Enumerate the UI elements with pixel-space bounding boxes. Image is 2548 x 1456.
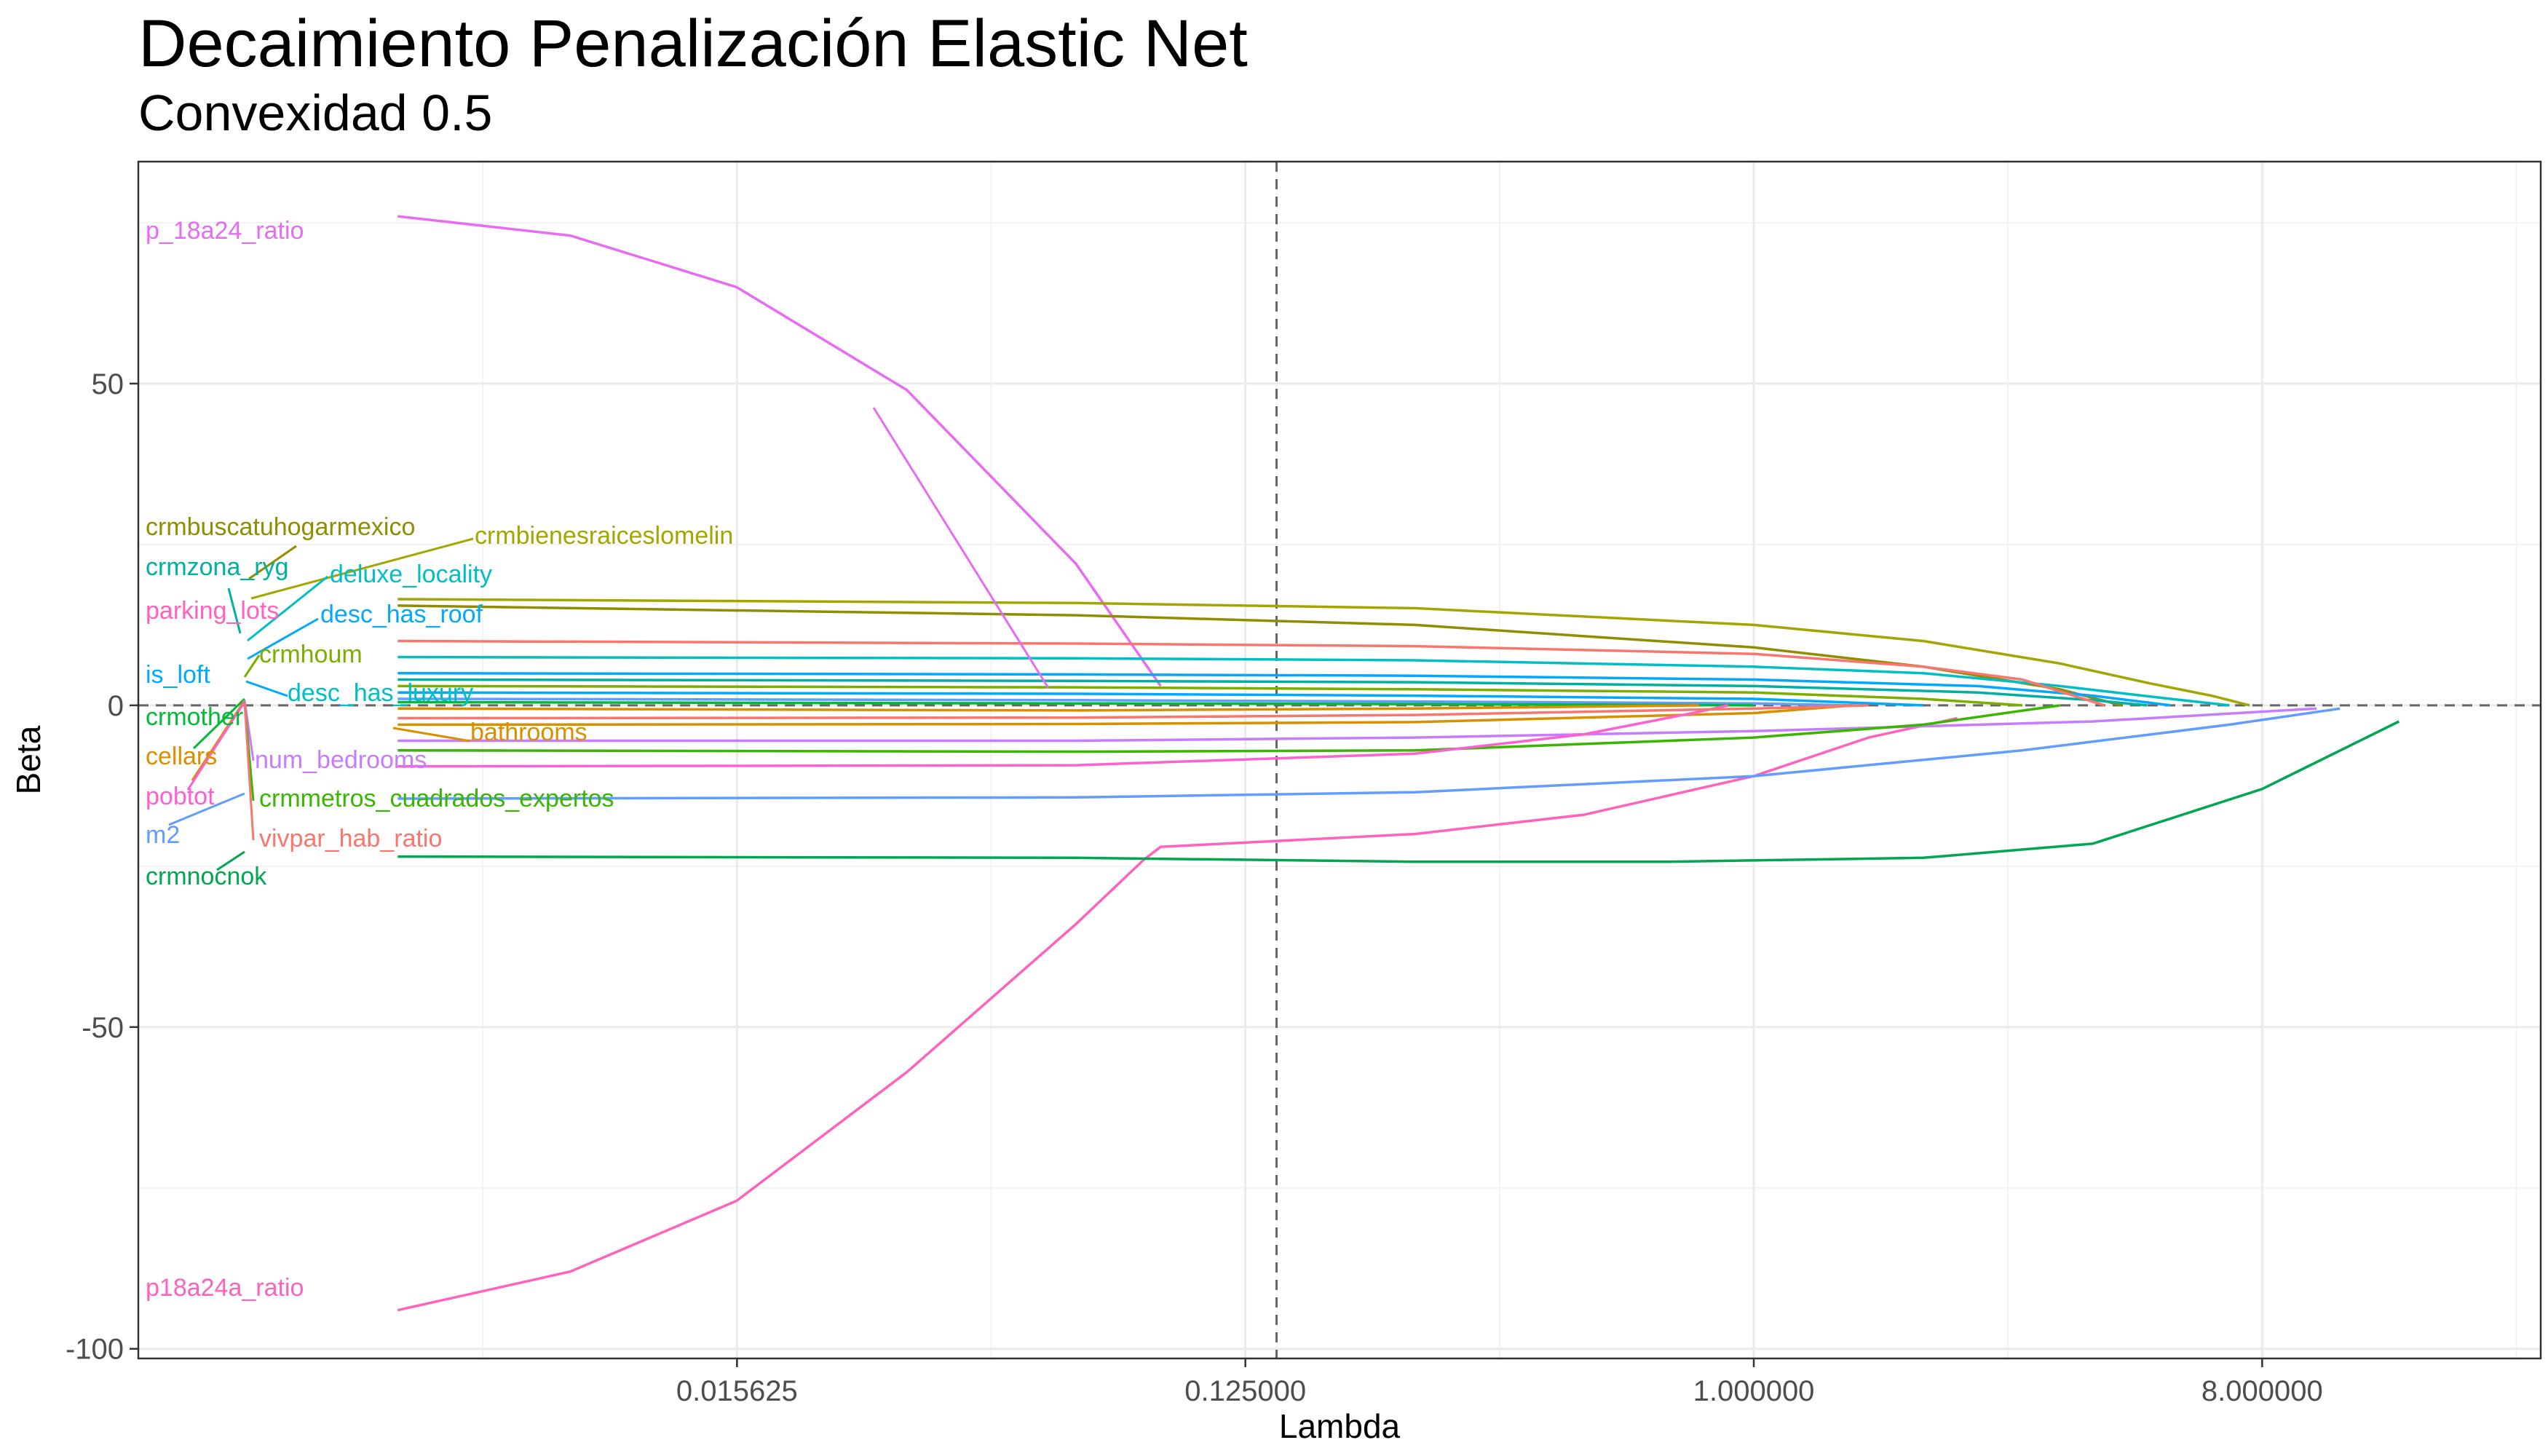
series-labels: p_18a24_ratio crmbuscatuhogarmexico crmbie… bbox=[146, 217, 733, 1302]
series-line-is_loft bbox=[397, 691, 1923, 707]
series-line-p18a24a_ratio bbox=[397, 716, 1958, 1312]
series-label-crmmetros_cuadrados_expertos: crmmetros_cuadrados_expertos bbox=[259, 785, 614, 812]
y-tick-label: -50 bbox=[82, 1012, 124, 1044]
series-label-is_loft: is_loft bbox=[146, 661, 210, 689]
series-line-parking_lots bbox=[397, 639, 2105, 707]
chart-subtitle: Convexidad 0.5 bbox=[138, 84, 493, 141]
label-leader-line bbox=[250, 537, 474, 600]
series-line-crmzona_ryg bbox=[397, 678, 2148, 707]
series-label-crmnocnok: crmnocnok bbox=[146, 863, 267, 890]
x-axis-ticks: 0.015625 0.125000 1.000000 8.000000 bbox=[676, 1358, 2323, 1407]
series-line-crmnocnok bbox=[397, 720, 2400, 863]
series-line-desc_has_roof bbox=[397, 671, 2171, 707]
label-leader-line bbox=[216, 850, 245, 871]
series-line-crmmetros_cuadrados_expertos bbox=[397, 704, 2060, 753]
y-axis-ticks: -100 -50 0 50 bbox=[66, 368, 138, 1366]
label-leader-line bbox=[247, 617, 319, 660]
x-axis-title: Lambda bbox=[1279, 1407, 1401, 1445]
x-tick-label: 0.015625 bbox=[676, 1375, 798, 1407]
label-leader-line bbox=[248, 545, 297, 580]
series-label-crmbienesraiceslomelin: crmbienesraiceslomelin bbox=[475, 522, 733, 550]
series-label-p18a24a_ratio: p18a24a_ratio bbox=[146, 1274, 304, 1302]
series-label-crmbuscatuhogarmexico: crmbuscatuhogarmexico bbox=[146, 513, 415, 541]
grid-minor bbox=[138, 162, 2541, 1358]
label-leader-line bbox=[168, 792, 245, 826]
series-label-desc_has_luxury: desc_has_luxury bbox=[288, 679, 473, 707]
series-line-crmbuscatuhogarmexico bbox=[397, 604, 2122, 707]
series-label-p_18a24_ratio: p_18a24_ratio bbox=[146, 217, 304, 245]
series-line-vivpar_hab_ratio bbox=[397, 704, 1869, 720]
series-line-m2 bbox=[397, 707, 2341, 800]
y-tick-label: 50 bbox=[92, 368, 124, 400]
series-label-parking_lots: parking_lots bbox=[146, 597, 279, 625]
series-line-bathrooms bbox=[397, 704, 1853, 727]
label-leader-line bbox=[243, 654, 261, 678]
plot-panel-background bbox=[138, 162, 2541, 1358]
leader-lines bbox=[168, 407, 1050, 871]
series-line-cellars bbox=[397, 704, 1700, 712]
y-tick-label: -100 bbox=[66, 1334, 124, 1366]
x-tick-label: 8.000000 bbox=[2201, 1375, 2323, 1407]
plot-panel-border bbox=[137, 160, 2542, 1360]
series-label-pobtot: pobtot bbox=[146, 783, 215, 810]
series-line-crmbienesraiceslomelin bbox=[397, 598, 2250, 707]
label-leader-line bbox=[227, 587, 242, 634]
series-line-p_18a24_ratio bbox=[397, 215, 1162, 687]
x-tick-label: 0.125000 bbox=[1184, 1375, 1306, 1407]
series-label-num_bedrooms: num_bedrooms bbox=[255, 746, 427, 774]
series-line-crmhoum bbox=[397, 684, 2023, 707]
series-label-cellars: cellars bbox=[146, 743, 217, 770]
series-label-crmother: crmother bbox=[146, 703, 243, 731]
label-leader-line bbox=[247, 575, 328, 642]
label-leader-line bbox=[872, 407, 1050, 689]
label-leader-line bbox=[245, 680, 288, 697]
series-label-crmhoum: crmhoum bbox=[259, 641, 363, 668]
label-leader-line bbox=[392, 727, 471, 743]
series-lines bbox=[397, 215, 2400, 1312]
label-leader-line bbox=[192, 697, 246, 750]
series-label-m2: m2 bbox=[146, 821, 180, 849]
label-leader-line bbox=[186, 701, 246, 791]
series-label-crmzona_ryg: crmzona_ryg bbox=[146, 553, 289, 581]
series-line-deluxe_locality bbox=[397, 655, 2230, 707]
series-line-crmother bbox=[397, 700, 1754, 707]
chart-title: Decaimiento Penalización Elastic Net bbox=[138, 7, 1248, 81]
series-label-bathrooms: bathrooms bbox=[470, 719, 587, 746]
y-tick-label: 0 bbox=[108, 690, 124, 722]
series-line-desc_has_luxury bbox=[397, 697, 1853, 707]
y-axis-title: Beta bbox=[9, 725, 47, 794]
series-label-desc_has_roof: desc_has_roof bbox=[320, 601, 483, 628]
series-label-deluxe_locality: deluxe_locality bbox=[330, 561, 492, 588]
series-label-vivpar_hab_ratio: vivpar_hab_ratio bbox=[259, 825, 442, 852]
x-tick-label: 1.000000 bbox=[1693, 1375, 1815, 1407]
label-leader-line bbox=[243, 702, 255, 841]
